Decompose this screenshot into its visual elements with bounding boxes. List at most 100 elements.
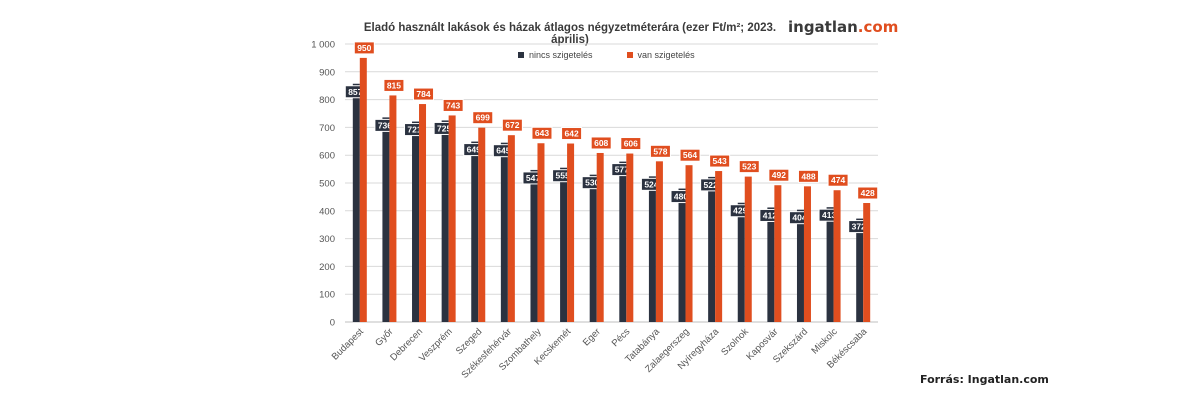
bar-series-2	[744, 176, 752, 322]
data-label-series-2: 428	[861, 188, 875, 198]
bar-series-1	[708, 176, 716, 322]
data-label-box-series-2	[413, 87, 435, 101]
bar-series-1	[737, 202, 745, 322]
bar-series-1	[500, 142, 508, 322]
data-label-series-1: 725	[437, 123, 451, 133]
data-label-series-2: 523	[742, 162, 756, 172]
data-label-series-1: 404	[792, 213, 806, 223]
bar-series-2	[567, 143, 575, 322]
data-label-box-series-2	[827, 173, 849, 187]
bar-series-1	[382, 117, 390, 322]
bar-series-1	[826, 207, 834, 322]
data-label-series-1: 547	[526, 173, 540, 183]
data-label-series-2: 488	[801, 171, 815, 181]
logo-accent-text: .com	[857, 18, 899, 36]
bar-series-1	[530, 169, 538, 322]
chart-title: Eladó használt lakások és házak átlagos …	[363, 22, 777, 46]
data-label-series-2: 474	[831, 175, 845, 185]
legend-label-series-1: nincs szigetelés	[529, 50, 593, 60]
data-label-box-series-2	[709, 154, 731, 168]
data-label-series-1: 480	[674, 192, 688, 202]
y-tick-label: 600	[319, 151, 335, 162]
data-label-series-2: 564	[683, 150, 697, 160]
data-label-series-2: 743	[446, 100, 460, 110]
data-label-series-1: 645	[496, 146, 510, 156]
bar-series-1	[767, 207, 775, 322]
x-tick-label: Eger	[581, 326, 603, 348]
y-tick-label: 700	[319, 123, 335, 134]
data-label-box-series-2	[797, 169, 819, 183]
data-label-box-series-2	[501, 118, 523, 132]
data-label-series-2: 672	[505, 120, 519, 130]
data-label-box-series-2	[738, 160, 760, 174]
legend-item-series-1: nincs szigetelés	[518, 50, 593, 60]
bar-series-2	[419, 104, 427, 322]
data-label-series-1: 524	[644, 179, 658, 189]
bar-series-2	[596, 152, 604, 322]
bar-series-2	[507, 135, 515, 322]
data-label-series-1: 555	[555, 171, 569, 181]
data-label-series-2: 642	[564, 129, 578, 139]
y-tick-label: 100	[319, 290, 335, 301]
bar-series-1	[471, 141, 479, 322]
bar-series-2	[715, 171, 723, 322]
data-label-series-2: 699	[476, 113, 490, 123]
logo-main-text: ingatlan	[788, 18, 858, 36]
data-label-series-2: 606	[624, 139, 638, 149]
data-label-series-2: 950	[357, 43, 371, 53]
bar-series-1	[352, 83, 360, 322]
y-tick-label: 0	[330, 318, 335, 329]
data-label-series-2: 492	[772, 170, 786, 180]
data-label-series-1: 412	[763, 210, 777, 220]
bar-series-2	[537, 143, 545, 322]
bar-series-2	[685, 165, 693, 322]
data-label-box-series-2	[353, 41, 375, 55]
data-label-box-series-2	[679, 148, 701, 162]
data-label-box-series-2	[768, 168, 790, 182]
bar-series-2	[626, 153, 634, 322]
bar-series-2	[803, 186, 811, 322]
y-tick-label: 300	[319, 234, 335, 245]
data-label-box-series-2	[561, 127, 583, 141]
ingatlan-logo: ingatlan.com	[788, 18, 898, 36]
bar-series-2	[655, 161, 663, 322]
bar-series-1	[560, 167, 568, 322]
y-tick-label: 900	[319, 67, 335, 78]
data-label-series-1: 649	[467, 145, 481, 155]
data-label-series-1: 372	[852, 222, 866, 232]
x-tick-label: Budapest	[330, 326, 366, 362]
data-label-series-1: 522	[704, 180, 718, 190]
bar-series-1	[589, 174, 597, 322]
bar-series-1	[412, 121, 420, 322]
data-label-series-1: 429	[733, 206, 747, 216]
data-label-series-1: 577	[615, 165, 629, 175]
data-label-series-2: 643	[535, 128, 549, 138]
data-label-series-2: 543	[713, 156, 727, 166]
y-tick-label: 800	[319, 95, 335, 106]
bar-series-1	[678, 188, 686, 322]
data-label-box-series-2	[383, 78, 405, 92]
legend-label-series-2: van szigetelés	[637, 50, 695, 60]
data-label-series-1: 530	[585, 178, 599, 188]
bar-series-2	[774, 185, 782, 322]
y-tick-label: 1 000	[311, 40, 335, 51]
y-tick-label: 500	[319, 179, 335, 190]
data-label-box-series-2	[442, 98, 464, 112]
bar-series-1	[619, 161, 627, 322]
chart-legend: nincs szigetelés van szigetelés	[518, 50, 695, 60]
data-label-box-series-2	[620, 137, 642, 151]
data-label-series-2: 578	[653, 146, 667, 156]
data-label-box-series-2	[649, 144, 671, 158]
x-tick-label: Győr	[373, 326, 395, 348]
data-label-series-2: 784	[416, 89, 430, 99]
bar-series-2	[389, 95, 397, 323]
data-label-series-1: 413	[822, 210, 836, 220]
bar-series-1	[648, 176, 656, 322]
bar-series-1	[441, 120, 449, 322]
bar-series-2	[833, 190, 841, 322]
y-tick-label: 400	[319, 206, 335, 217]
legend-swatch-series-1	[518, 52, 524, 58]
x-tick-label: Pécs	[610, 326, 633, 349]
bar-series-1	[796, 209, 804, 322]
data-label-series-2: 608	[594, 138, 608, 148]
